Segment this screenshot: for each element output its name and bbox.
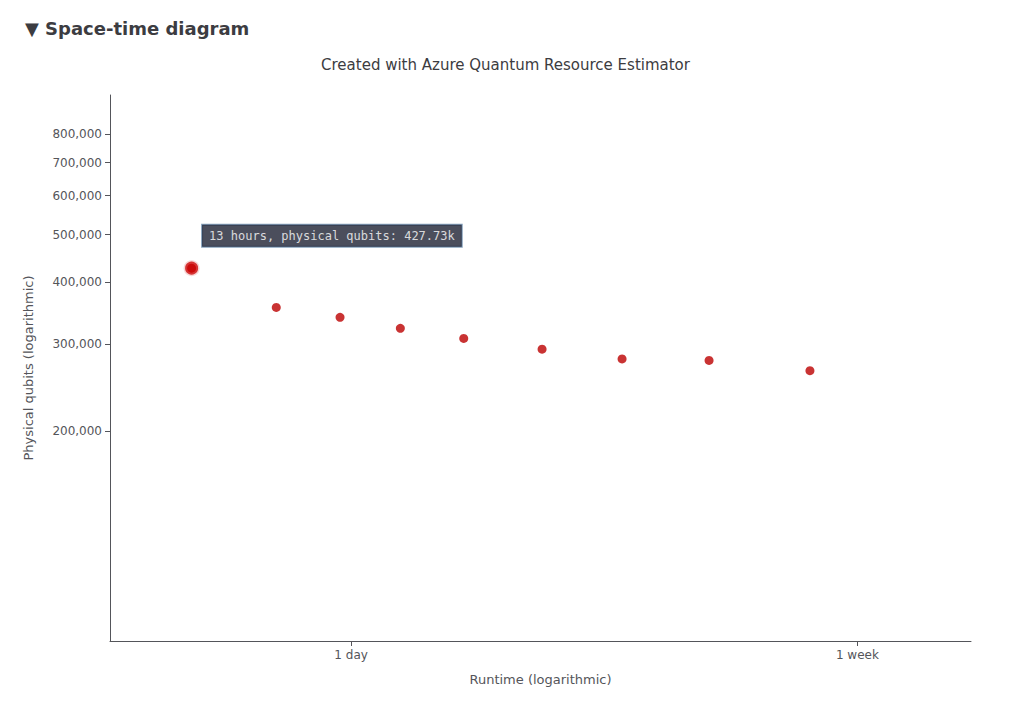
svg-text:600,000: 600,000 [52, 189, 102, 203]
svg-text:500,000: 500,000 [52, 228, 102, 242]
svg-text:300,000: 300,000 [52, 337, 102, 351]
svg-text:1 week: 1 week [836, 648, 879, 662]
svg-text:Physical qubits (logarithmic): Physical qubits (logarithmic) [21, 275, 36, 460]
svg-text:400,000: 400,000 [52, 275, 102, 289]
svg-text:700,000: 700,000 [52, 156, 102, 170]
svg-text:Runtime (logarithmic): Runtime (logarithmic) [469, 672, 611, 687]
svg-text:800,000: 800,000 [52, 127, 102, 141]
svg-text:Created with Azure Quantum Res: Created with Azure Quantum Resource Esti… [321, 56, 691, 74]
svg-text:▼ Space-time diagram: ▼ Space-time diagram [25, 18, 249, 39]
svg-text:200,000: 200,000 [52, 424, 102, 438]
svg-text:13 hours, physical qubits: 427: 13 hours, physical qubits: 427.73k [209, 229, 455, 243]
svg-text:1 day: 1 day [334, 648, 368, 662]
